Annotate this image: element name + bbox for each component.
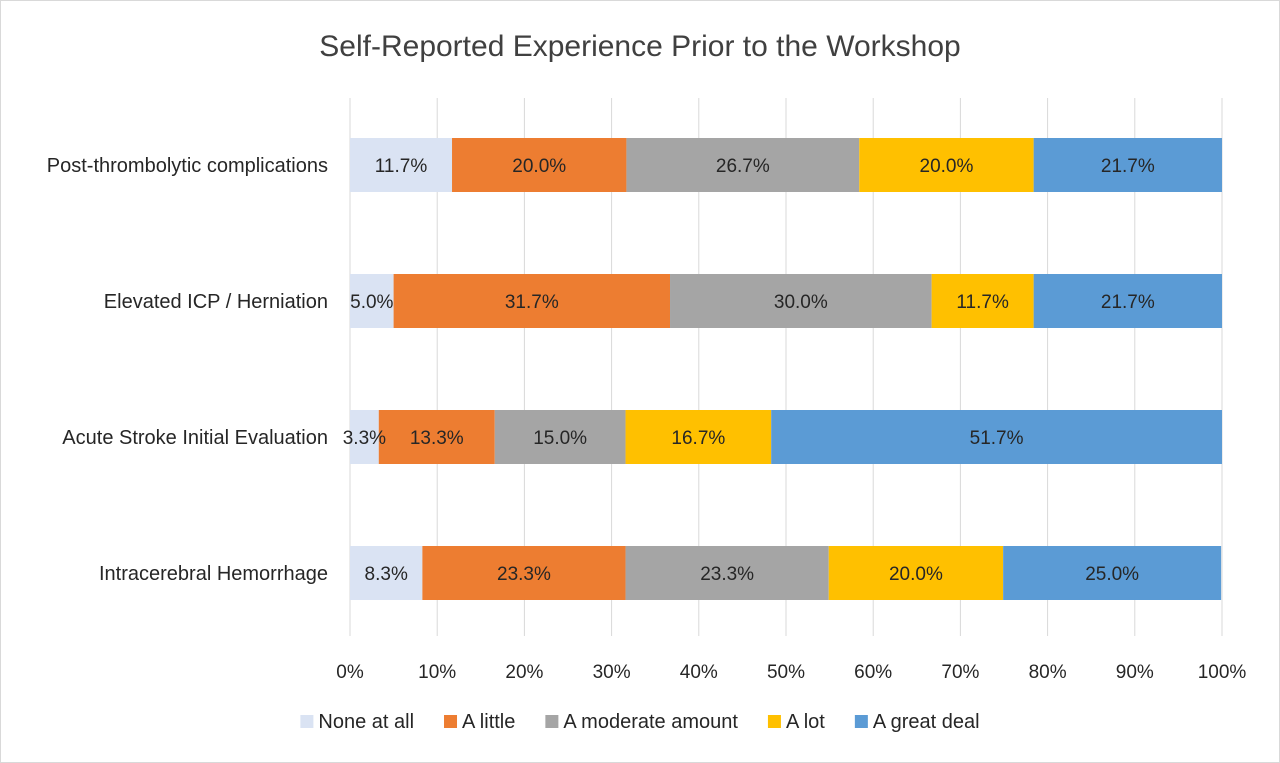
bar-segment — [670, 274, 932, 328]
data-label: 3.3% — [343, 428, 386, 449]
legend-label: None at all — [318, 711, 414, 733]
bar-segment — [452, 138, 627, 192]
x-tick-label: 70% — [941, 662, 979, 683]
legend-item: A moderate amount — [545, 711, 738, 733]
data-label: 20.0% — [512, 156, 566, 177]
legend-swatch — [545, 715, 559, 728]
legend-label: A little — [462, 711, 515, 733]
data-label: 15.0% — [533, 428, 587, 449]
data-label: 11.7% — [375, 156, 428, 177]
legend-item: None at all — [300, 711, 414, 733]
category-label: Post-thrombolytic complications — [47, 155, 328, 177]
legend-item: A lot — [767, 711, 825, 733]
data-label: 21.7% — [1101, 156, 1155, 177]
legend-label: A lot — [786, 711, 825, 733]
data-label: 5.0% — [350, 292, 393, 313]
data-label: 23.3% — [497, 564, 551, 585]
data-label: 20.0% — [889, 564, 943, 585]
category-label: Intracerebral Hemorrhage — [99, 563, 328, 585]
bar-segment — [350, 546, 423, 600]
data-label: 23.3% — [700, 564, 754, 585]
bar-segment — [422, 546, 626, 600]
x-tick-label: 80% — [1029, 662, 1067, 683]
legend-label: A moderate amount — [563, 711, 738, 733]
x-tick-label: 20% — [505, 662, 543, 683]
legend-label: A great deal — [873, 711, 980, 733]
data-label: 31.7% — [505, 292, 559, 313]
legend-swatch — [767, 715, 781, 728]
x-tick-label: 40% — [680, 662, 718, 683]
bar-segment — [393, 274, 671, 328]
legend-swatch — [444, 715, 458, 728]
data-label: 51.7% — [970, 428, 1024, 449]
data-label: 25.0% — [1085, 564, 1139, 585]
data-label: 21.7% — [1101, 292, 1155, 313]
x-tick-label: 50% — [767, 662, 805, 683]
data-label: 26.7% — [716, 156, 770, 177]
bar-segment — [350, 410, 379, 464]
bar-segment — [625, 410, 772, 464]
bar-segment — [931, 274, 1034, 328]
bar-segment — [378, 410, 495, 464]
data-label: 13.3% — [410, 428, 464, 449]
x-tick-label: 100% — [1198, 662, 1247, 683]
legend-item: A great deal — [854, 711, 980, 733]
chart-title: Self-Reported Experience Prior to the Wo… — [319, 30, 960, 63]
x-tick-label: 10% — [418, 662, 456, 683]
bar-segment — [1003, 546, 1222, 600]
bar-segment — [771, 410, 1222, 464]
bar-segment — [1033, 138, 1222, 192]
bar-segment — [350, 138, 453, 192]
category-label: Acute Stroke Initial Evaluation — [62, 427, 328, 449]
value-axis: 0% 10% 20% 30% 40% 50% 60% 70% 80% 90% 100% — [336, 662, 1246, 683]
bar-segment — [859, 138, 1034, 192]
category-axis: Post-thrombolytic complications Elevated … — [47, 155, 328, 585]
data-label: 16.7% — [671, 428, 725, 449]
bar-segment — [626, 138, 860, 192]
x-tick-label: 90% — [1116, 662, 1154, 683]
bar-segment — [350, 274, 394, 328]
x-tick-label: 0% — [336, 662, 364, 683]
bar-segment — [494, 410, 626, 464]
legend-swatch — [300, 715, 314, 728]
bar-segment — [625, 546, 829, 600]
data-label: 11.7% — [956, 292, 1009, 313]
bars: 11.7% 20.0% 26.7% 20.0% 21.7% 5.0% 31.7% 30.0% 1… — [343, 138, 1222, 600]
data-label: 20.0% — [920, 156, 974, 177]
legend: None at all A little A moderate amount A lo… — [300, 711, 980, 733]
legend-item: A little — [444, 711, 515, 733]
x-tick-label: 30% — [593, 662, 631, 683]
data-label: 8.3% — [365, 564, 408, 585]
bar-segment — [828, 546, 1004, 600]
data-label: 30.0% — [774, 292, 828, 313]
legend-swatch — [854, 715, 868, 728]
bar-segment — [1033, 274, 1222, 328]
x-tick-label: 60% — [854, 662, 892, 683]
category-label: Elevated ICP / Herniation — [104, 291, 328, 313]
